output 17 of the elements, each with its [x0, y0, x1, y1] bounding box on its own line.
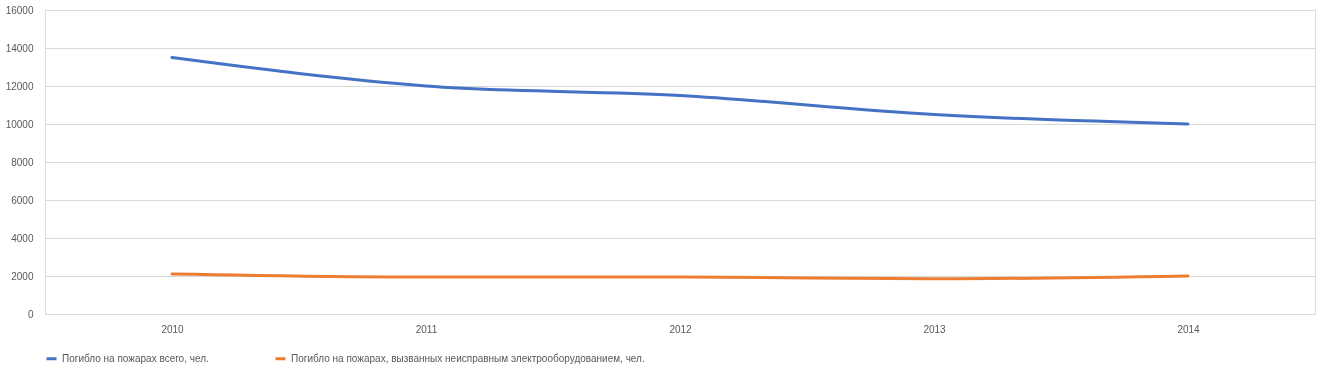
x-tick-label: 2013 — [923, 323, 947, 335]
y-tick-label: 4000 — [11, 232, 34, 244]
x-tick-label: 2011 — [415, 323, 438, 335]
y-tick-label: 10000 — [5, 118, 34, 130]
y-tick-label: 6000 — [11, 194, 34, 206]
legend-label: Погибло на пожарах, вызванных неисправным электрооборудованием, чел. — [291, 352, 645, 364]
line-series — [170, 56, 1190, 126]
y-tick-label: 8000 — [11, 156, 34, 168]
y-tick-label: 12000 — [5, 80, 34, 92]
legend-label: Погибло на пожарах всего, чел. — [62, 352, 209, 364]
y-tick-label: 2000 — [11, 270, 34, 282]
x-tick-label: 2014 — [1177, 323, 1201, 335]
y-tick-label: 14000 — [5, 42, 34, 54]
x-tick-label: 2012 — [669, 323, 693, 335]
y-tick-label: 0 — [27, 308, 34, 320]
x-tick-label: 2010 — [161, 323, 185, 335]
y-tick-label: 16000 — [5, 4, 34, 16]
